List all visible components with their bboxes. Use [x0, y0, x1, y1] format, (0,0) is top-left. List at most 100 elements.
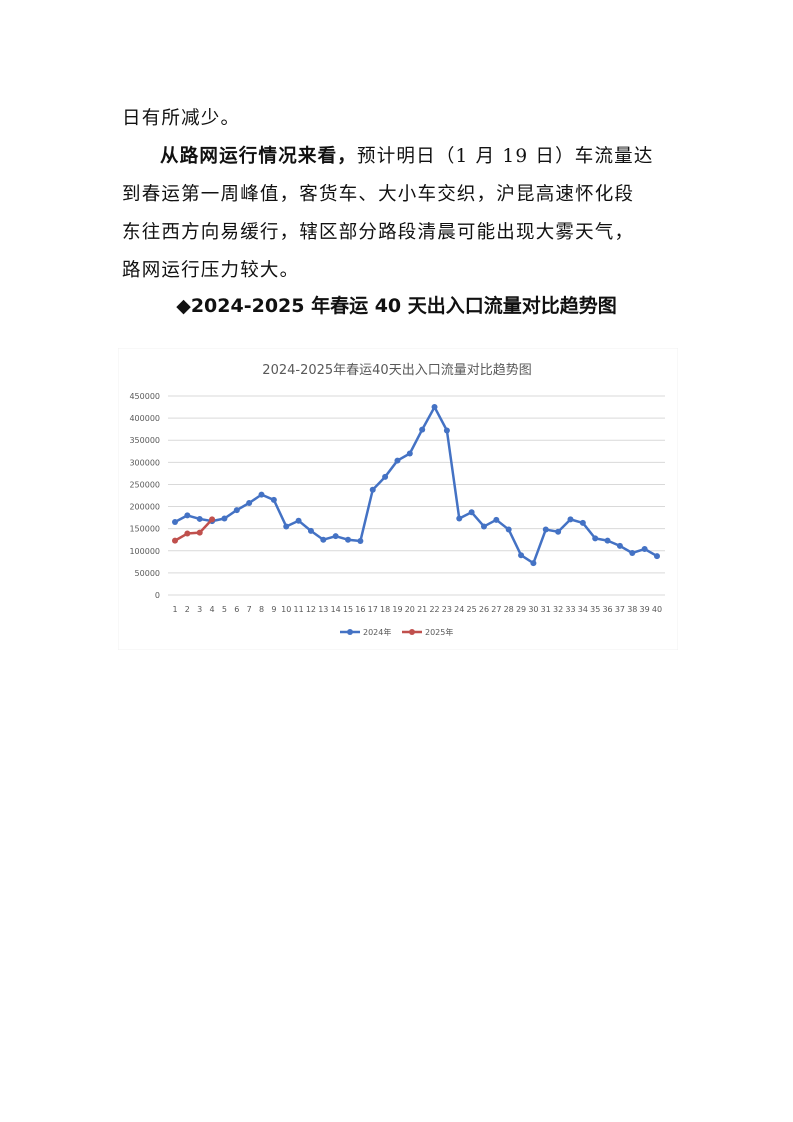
y-tick-label: 300000 [129, 458, 160, 467]
data-point [629, 549, 636, 556]
data-point [357, 538, 364, 545]
x-tick-label: 12 [306, 605, 316, 614]
y-tick-label: 200000 [129, 503, 160, 512]
data-point [616, 542, 623, 549]
data-point [456, 515, 463, 522]
x-tick-label: 14 [331, 605, 341, 614]
x-tick-label: 11 [293, 605, 303, 614]
bold-lead: 从路网运行情况来看， [160, 146, 358, 167]
x-tick-label: 39 [640, 605, 650, 614]
x-tick-label: 1 [172, 605, 177, 614]
data-point [530, 560, 537, 567]
x-tick-label: 6 [234, 605, 239, 614]
data-point [196, 529, 203, 536]
series-line [174, 405, 658, 565]
x-tick-label: 9 [271, 605, 276, 614]
x-tick-label: 32 [553, 605, 563, 614]
paragraph-line: 路网运行压力较大。 [122, 256, 299, 282]
x-tick-label: 10 [281, 605, 291, 614]
x-tick-label: 15 [343, 605, 353, 614]
data-point [258, 491, 265, 498]
data-point [246, 500, 253, 507]
data-point [493, 516, 500, 523]
data-point [332, 533, 339, 540]
x-tick-label: 38 [627, 605, 637, 614]
data-point [307, 527, 314, 534]
x-tick-label: 37 [615, 605, 625, 614]
data-point [567, 516, 574, 523]
data-point [172, 537, 178, 544]
data-point [443, 427, 450, 434]
data-point [505, 526, 512, 533]
x-tick-label: 21 [417, 605, 427, 614]
x-tick-label: 2 [185, 605, 190, 614]
data-point [209, 516, 216, 523]
data-point [604, 537, 611, 544]
data-point [382, 473, 389, 480]
x-tick-label: 19 [392, 605, 402, 614]
data-point [184, 512, 191, 519]
y-tick-label: 400000 [129, 414, 160, 423]
line-text: 东往西方向易缓行，辖区部分路段清晨可能出现大雾天气， [122, 222, 635, 243]
data-point [394, 457, 401, 464]
x-tick-label: 40 [652, 605, 662, 614]
x-tick-label: 29 [516, 605, 526, 614]
chart-title: 2024-2025年春运40天出入口流量对比趋势图 [262, 362, 531, 378]
x-tick-label: 13 [318, 605, 328, 614]
x-tick-label: 26 [479, 605, 489, 614]
x-tick-label: 25 [467, 605, 477, 614]
x-tick-label: 17 [368, 605, 378, 614]
data-point [283, 523, 290, 530]
x-tick-label: 20 [405, 605, 415, 614]
x-tick-label: 3 [197, 605, 202, 614]
x-tick-label: 28 [504, 605, 514, 614]
legend-label: 2025年 [425, 627, 453, 637]
legend-label: 2024年 [363, 627, 391, 637]
x-tick-label: 8 [259, 605, 264, 614]
data-point [419, 426, 426, 433]
data-point [641, 546, 648, 553]
x-tick-label: 22 [429, 605, 439, 614]
y-tick-label: 100000 [129, 547, 160, 556]
y-tick-label: 50000 [135, 569, 160, 578]
data-point [172, 519, 178, 526]
data-point [369, 486, 376, 493]
x-tick-label: 27 [491, 605, 501, 614]
paragraph-line: 从路网运行情况来看，预计明日（1 月 19 日）车流量达 [160, 142, 654, 168]
x-tick-label: 5 [222, 605, 227, 614]
figure-heading: ◆2024-2025 年春运 40 天出入口流量对比趋势图 [176, 295, 617, 317]
data-point [468, 509, 475, 516]
data-point [654, 553, 660, 560]
data-point [320, 536, 327, 543]
data-point [518, 552, 525, 559]
x-tick-label: 34 [578, 605, 588, 614]
x-tick-label: 24 [454, 605, 464, 614]
x-tick-label: 7 [247, 605, 252, 614]
x-tick-label: 33 [565, 605, 575, 614]
line-text: 路网运行压力较大。 [122, 260, 300, 281]
y-tick-label: 450000 [129, 392, 160, 401]
data-point [295, 517, 302, 524]
x-tick-label: 30 [528, 605, 538, 614]
series-line [174, 518, 213, 542]
data-point [579, 519, 586, 526]
chart-frame [118, 348, 678, 650]
line-text: 到春运第一周峰值，客货车、大小车交织，沪昆高速怀化段 [122, 184, 635, 205]
data-point [592, 535, 599, 542]
paragraph-line: 到春运第一周峰值，客货车、大小车交织，沪昆高速怀化段 [122, 180, 634, 206]
x-tick-label: 18 [380, 605, 390, 614]
data-point [542, 526, 549, 533]
data-point [233, 507, 240, 514]
data-point [270, 496, 277, 503]
line-text: 预计明日（1 月 19 日）车流量达 [357, 146, 654, 167]
data-point [196, 515, 203, 522]
y-tick-label: 0 [155, 591, 160, 600]
paragraph-line: 日有所减少。 [122, 104, 240, 130]
x-tick-label: 36 [602, 605, 612, 614]
data-point [431, 404, 438, 411]
x-tick-label: 35 [590, 605, 600, 614]
data-point [345, 536, 352, 543]
data-point [555, 528, 562, 535]
data-point [184, 530, 191, 537]
legend-marker [347, 629, 353, 635]
